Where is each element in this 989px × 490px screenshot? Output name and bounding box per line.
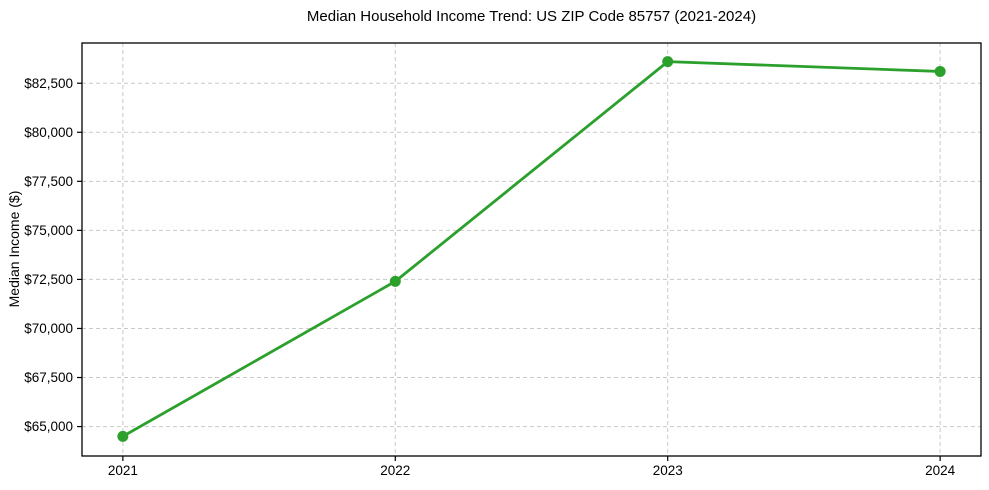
y-tick-label: $75,000 <box>24 223 73 238</box>
y-tick-label: $65,000 <box>24 419 73 434</box>
y-tick-label: $82,500 <box>24 76 73 91</box>
y-tick-label: $67,500 <box>24 370 73 385</box>
x-tick-label: 2022 <box>380 463 410 478</box>
y-tick-label: $80,000 <box>24 125 73 140</box>
axes-frame <box>81 42 982 457</box>
y-tick-label: $72,500 <box>24 272 73 287</box>
data-point <box>934 65 946 77</box>
data-point <box>389 275 401 287</box>
y-tick-label: $77,500 <box>24 174 73 189</box>
x-tick-label: 2021 <box>108 463 138 478</box>
x-tick-label: 2023 <box>653 463 683 478</box>
data-point <box>117 430 129 442</box>
data-line <box>121 60 942 438</box>
chart-title: Median Household Income Trend: US ZIP Co… <box>306 8 757 25</box>
x-tick-label: 2024 <box>925 463 956 478</box>
data-point <box>662 56 674 68</box>
y-tick-label: $70,000 <box>24 321 73 336</box>
